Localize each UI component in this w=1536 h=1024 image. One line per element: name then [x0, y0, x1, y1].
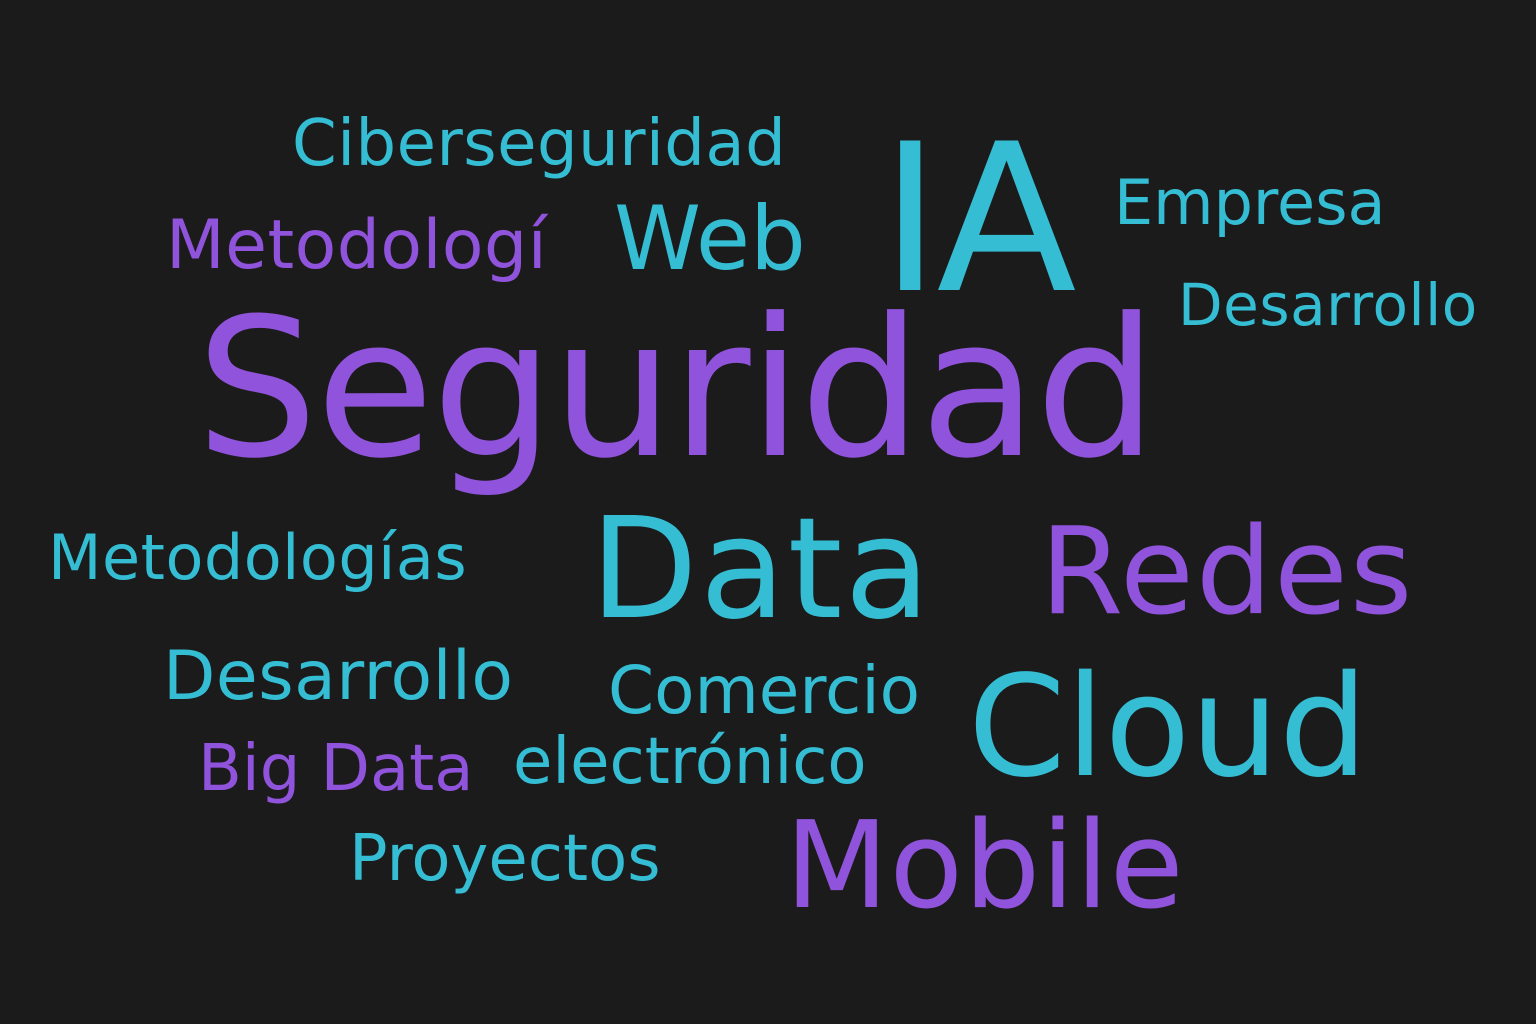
word-desarrollo-left: Desarrollo [163, 637, 514, 716]
word-comercio: Comercio [608, 652, 921, 729]
word-electronico: electrónico [513, 725, 867, 799]
word-web: Web [614, 187, 806, 290]
word-ia: IA [880, 101, 1077, 339]
word-big-data: Big Data [198, 732, 474, 806]
word-empresa: Empresa [1114, 166, 1386, 239]
word-desarrollo-right: Desarrollo [1178, 271, 1478, 339]
word-data: Data [590, 488, 933, 651]
word-mobile: Mobile [785, 797, 1185, 936]
word-redes: Redes [1040, 503, 1415, 642]
word-ciberseguridad: Ciberseguridad [292, 107, 787, 181]
word-metodologi: Metodologí [166, 206, 548, 285]
word-proyectos: Proyectos [349, 822, 661, 896]
word-seguridad: Seguridad [196, 278, 1157, 501]
word-cloud-term: Cloud [968, 646, 1368, 809]
word-metodologias: Metodologías [48, 521, 468, 594]
